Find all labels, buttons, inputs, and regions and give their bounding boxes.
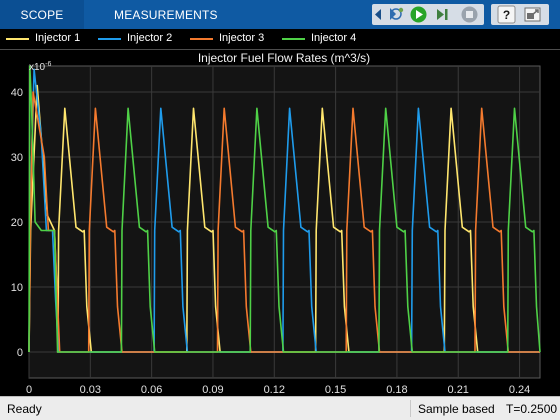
step-back-icon[interactable] (386, 4, 407, 25)
y-tick-label: 20 (11, 217, 23, 229)
step-forward-icon[interactable] (432, 4, 453, 25)
undock-icon[interactable] (522, 4, 543, 25)
x-tick-label: 0.24 (509, 384, 530, 396)
legend-swatch (6, 38, 29, 40)
x-tick-label: 0.12 (264, 384, 285, 396)
tab-scope[interactable]: SCOPE (0, 0, 84, 29)
status-time: T=0.2500 (506, 402, 558, 416)
stop-icon[interactable] (459, 4, 480, 25)
legend: Injector 1 Injector 2 Injector 3 Injecto… (0, 29, 560, 49)
x-tick-label: 0.21 (448, 384, 469, 396)
legend-label: Injector 3 (219, 32, 265, 44)
x-tick-label: 0.18 (386, 384, 407, 396)
legend-label: Injector 4 (311, 32, 357, 44)
legend-swatch (98, 38, 121, 40)
tab-measurements[interactable]: MEASUREMENTS (114, 8, 218, 22)
legend-swatch (190, 38, 213, 40)
help-icon[interactable]: ? (496, 4, 517, 25)
svg-text:?: ? (503, 8, 510, 22)
status-ready: Ready (7, 402, 42, 416)
y-tick-label: 30 (11, 152, 23, 164)
fuel-flow-chart[interactable]: 0 0.03 0.06 0.09 0.12 0.15 0.18 0.21 0.24 0 10 20 30… (0, 50, 560, 396)
tick-labels: 0 0.03 0.06 0.09 0.12 0.15 0.18 0.21 0.24 0 10 20 30… (11, 87, 531, 396)
y-tick-label: 40 (11, 87, 23, 99)
x-tick-label: 0.09 (202, 384, 223, 396)
series-line-4 (28, 65, 541, 353)
x-tick-label: 0.06 (141, 384, 162, 396)
legend-label: Injector 1 (35, 32, 81, 44)
series-group (28, 65, 541, 353)
x-tick-label: 0.15 (325, 384, 346, 396)
chart-title: Injector Fuel Flow Rates (m^3/s) (198, 51, 370, 65)
toolstrip: SCOPE MEASUREMENTS ? (0, 0, 560, 29)
legend-label: Injector 2 (127, 32, 173, 44)
legend-swatch (282, 38, 305, 40)
y-tick-label: 10 (11, 282, 23, 294)
status-divider (410, 400, 411, 417)
y-exponent-value: -6 (45, 61, 51, 68)
x-tick-label: 0.03 (80, 384, 101, 396)
run-icon[interactable] (408, 4, 429, 25)
y-tick-label: 0 (17, 347, 23, 359)
status-bar: Ready Sample based T=0.2500 (0, 396, 560, 420)
legend-separator (0, 49, 560, 50)
scope-plot-area[interactable]: 0 0.03 0.06 0.09 0.12 0.15 0.18 0.21 0.24 0 10 20 30… (0, 50, 560, 396)
status-sample-mode: Sample based (418, 402, 495, 416)
pin-icon[interactable] (372, 4, 384, 25)
x-tick-label: 0 (26, 384, 32, 396)
